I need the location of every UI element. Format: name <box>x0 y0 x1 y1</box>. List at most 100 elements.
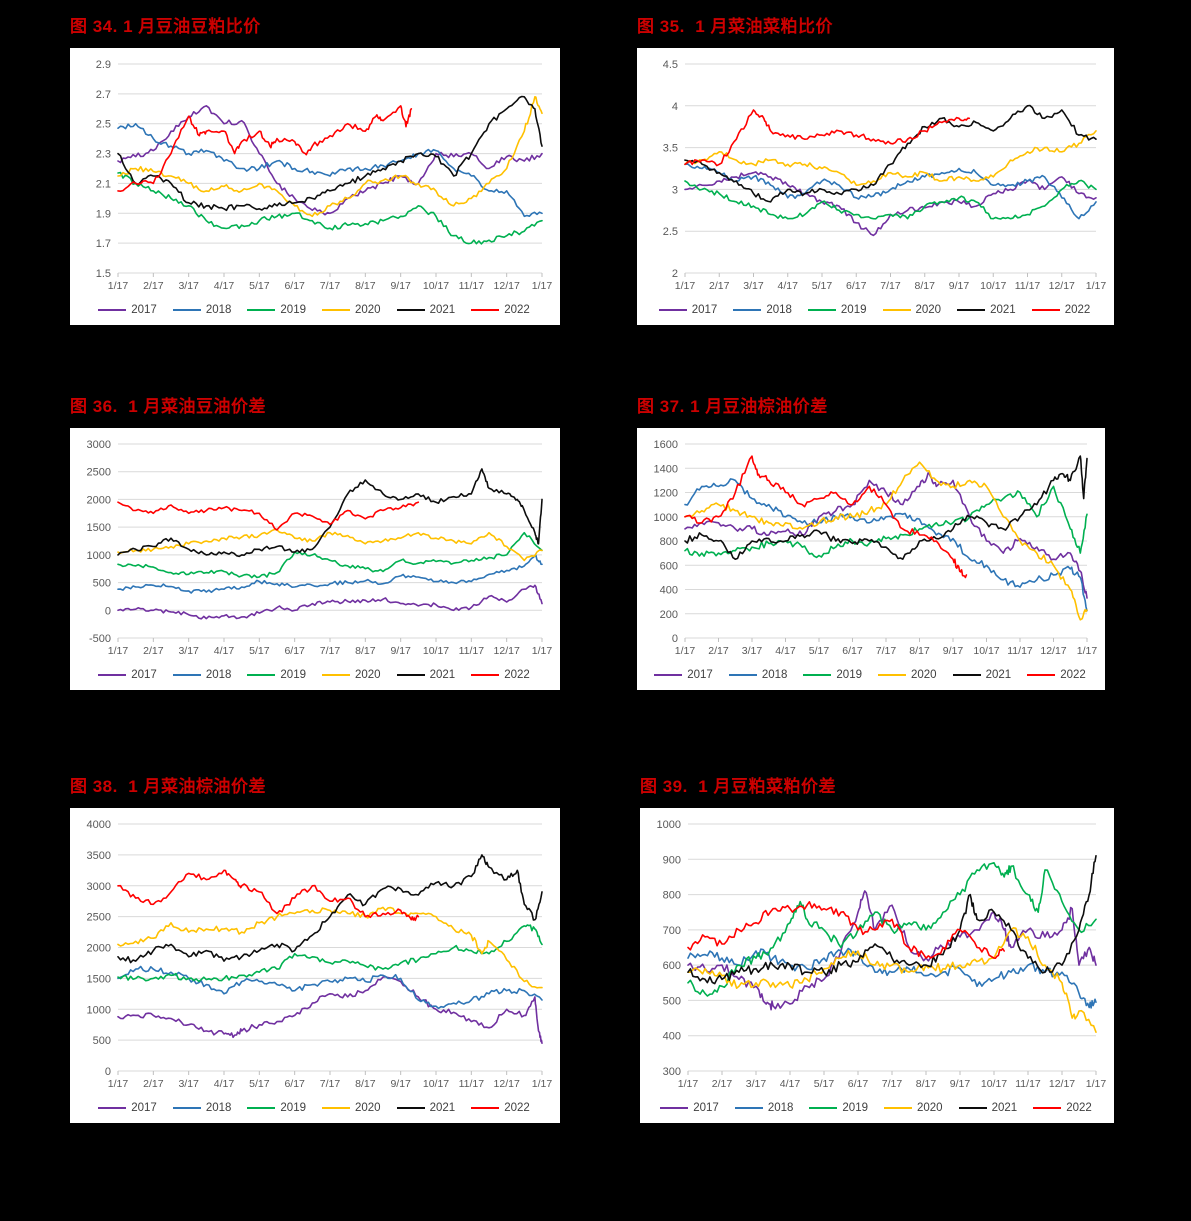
figure-37-block: 图 37. 1 月豆油棕油价差 0 200 400 600 800 1000 1200 140… <box>637 394 1105 690</box>
legend-label: 2021 <box>985 669 1012 681</box>
series-line-2021 <box>117 95 543 212</box>
series-line-2020 <box>684 130 1097 186</box>
x-tick-label: 11/17 <box>459 1078 485 1090</box>
legend-line-swatch <box>809 1106 838 1110</box>
x-tick-label: 2/17 <box>143 645 164 657</box>
legend-line-swatch <box>660 1106 689 1110</box>
x-tick-label: 11/17 <box>459 645 485 657</box>
legend-item-2019: 2019 <box>247 304 306 316</box>
x-tick-label: 10/17 <box>423 280 449 292</box>
series-line-2019 <box>117 531 543 579</box>
legend-item-2019: 2019 <box>803 669 862 681</box>
x-tick-label: 7/17 <box>882 1078 903 1090</box>
legend-line-swatch <box>958 1106 987 1110</box>
legend-item-2020: 2020 <box>322 669 381 681</box>
series-line-2021 <box>117 854 543 964</box>
x-tick-label: 3/17 <box>746 1078 767 1090</box>
y-tick-label: 300 <box>663 1066 681 1078</box>
x-tick-label: 7/17 <box>876 645 897 657</box>
figure-38-legend: 2017 2018 2019 2020 2021 2022 <box>72 1095 556 1121</box>
x-tick-label: 1/17 <box>108 1078 129 1090</box>
legend-item-2017: 2017 <box>98 669 157 681</box>
legend-line-swatch <box>172 308 201 312</box>
x-tick-label: 6/17 <box>284 280 305 292</box>
legend-label: 2020 <box>911 669 937 681</box>
figure-39-title: 图 39. 1 月豆粕菜粕价差 <box>640 777 836 796</box>
x-tick-label: 9/17 <box>390 280 411 292</box>
x-tick-label: 12/17 <box>1049 280 1075 292</box>
legend-item-2021: 2021 <box>396 304 455 316</box>
legend-label: 2019 <box>280 669 306 681</box>
series-line-2022 <box>117 869 420 922</box>
y-tick-label: 800 <box>660 536 678 548</box>
legend-line-swatch <box>322 673 350 677</box>
legend-item-2021: 2021 <box>952 669 1012 681</box>
y-tick-label: 3 <box>672 184 678 196</box>
figure-37-line-chart: 0 200 400 600 800 1000 1200 1400 1600 1/17 2/17 3/1… <box>639 432 1101 662</box>
y-tick-label: 1.7 <box>96 238 111 250</box>
series-line-2019 <box>687 862 1097 997</box>
x-tick-label: 2/17 <box>143 1078 164 1090</box>
x-tick-label: 1/17 <box>1086 1078 1107 1090</box>
legend-label: 2019 <box>280 1102 306 1114</box>
y-tick-label: 1600 <box>654 439 678 451</box>
legend-label: 2022 <box>504 1102 530 1114</box>
y-tick-label: 600 <box>660 560 678 572</box>
legend-item-2018: 2018 <box>733 304 792 316</box>
figure-37-legend: 2017 2018 2019 2020 2021 2022 <box>639 662 1101 688</box>
figure-37-title: 图 37. 1 月豆油棕油价差 <box>637 397 828 416</box>
x-tick-label: 12/17 <box>494 1078 520 1090</box>
x-tick-label: 11/17 <box>1007 645 1033 657</box>
y-tick-label: 2500 <box>87 912 111 924</box>
legend-label: 2019 <box>842 1102 868 1114</box>
legend-item-2022: 2022 <box>1033 1102 1092 1114</box>
x-tick-label: 5/17 <box>809 645 830 657</box>
figure-39-panel: 300 400 500 600 700 800 900 1000 1/17 2/17 3/17 4/1… <box>640 808 1114 1123</box>
legend-line-swatch <box>471 673 500 677</box>
y-tick-label: 4 <box>672 101 678 113</box>
series-line-2018 <box>684 478 1088 612</box>
y-tick-label: 2.5 <box>96 119 111 131</box>
y-tick-label: 1000 <box>87 1004 111 1016</box>
legend-item-2018: 2018 <box>172 304 231 316</box>
x-tick-label: 1/17 <box>108 280 129 292</box>
y-tick-label: 1400 <box>654 463 678 475</box>
series-line-2020 <box>684 461 1088 621</box>
legend-label: 2018 <box>761 669 788 681</box>
figure-34-title: 图 34. 1 月豆油豆粕比价 <box>70 17 261 36</box>
y-tick-label: 200 <box>660 609 678 621</box>
x-tick-label: 2/17 <box>709 280 730 292</box>
legend-line-swatch <box>728 673 757 677</box>
figure-35-line-chart: 2 2.5 3 3.5 4 4.5 1/17 2/17 3/17 4/17 5/17 6/17 7/17… <box>639 52 1110 297</box>
legend-label: 2017 <box>131 304 157 316</box>
figure-34-line-chart: 1.5 1.7 1.9 2.1 2.3 2.5 2.7 2.9 1/17 2/17 3/17 4/17… <box>72 52 556 297</box>
legend-item-2017: 2017 <box>654 669 713 681</box>
legend-label: 2017 <box>131 669 157 681</box>
legend-line-swatch <box>98 673 127 677</box>
legend-item-2022: 2022 <box>1027 669 1086 681</box>
y-tick-label: 2500 <box>87 467 111 479</box>
legend-line-swatch <box>884 1106 912 1110</box>
legend-label: 2017 <box>687 669 713 681</box>
figure-35-title: 图 35. 1 月菜油菜粕比价 <box>637 17 833 36</box>
series-line-2019 <box>684 179 1097 220</box>
x-tick-label: 10/17 <box>981 1078 1007 1090</box>
y-tick-label: 1000 <box>657 819 681 831</box>
legend-label: 2018 <box>766 304 792 316</box>
legend-label: 2020 <box>355 304 381 316</box>
legend-item-2021: 2021 <box>396 669 455 681</box>
series-line-2017 <box>117 584 543 620</box>
legend-line-swatch <box>1031 308 1060 312</box>
legend-line-swatch <box>952 673 981 677</box>
series-line-2021 <box>684 455 1088 560</box>
series-line-2021 <box>117 468 543 558</box>
x-tick-label: 10/17 <box>980 280 1006 292</box>
x-tick-label: 12/17 <box>494 645 520 657</box>
series-line-2018 <box>684 162 1097 220</box>
y-tick-label: 400 <box>663 1031 681 1043</box>
figure-38-line-chart: 0 500 1000 1500 2000 2500 3000 3500 4000 1/17 2/17… <box>72 812 556 1095</box>
legend-line-swatch <box>322 1106 350 1110</box>
legend-label: 2019 <box>836 669 862 681</box>
x-tick-label: 8/17 <box>915 280 936 292</box>
